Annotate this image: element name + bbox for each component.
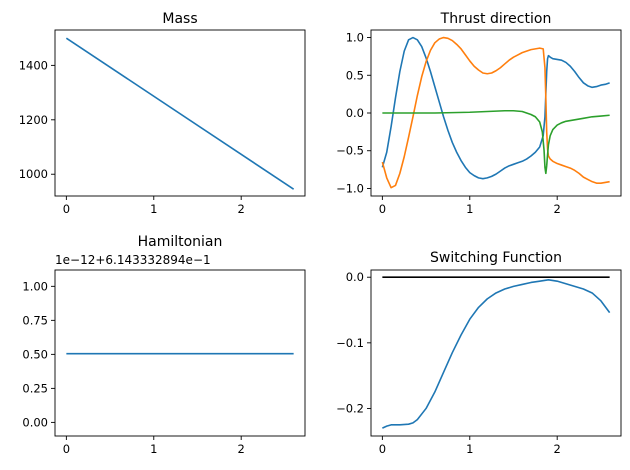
- plot-area: [382, 276, 611, 429]
- axes-frame: [54, 29, 306, 197]
- y-tick-label: 0.5: [346, 68, 364, 82]
- chart-title: Switching Function: [430, 250, 562, 266]
- x-tick-label: 2: [554, 202, 561, 216]
- x-tick-label: 1: [466, 202, 473, 216]
- subplot-switching-function: Switching Function 0 1 2 −0.2 −0.1 0.0: [336, 250, 622, 456]
- chart-title: Hamiltonian: [138, 234, 223, 250]
- x-tick-label: 0: [63, 442, 70, 456]
- x-tick-label: 1: [466, 442, 473, 456]
- y-tick-label: 1200: [19, 113, 48, 127]
- x-tick-label: 0: [379, 442, 386, 456]
- y-tick-label: 1000: [19, 167, 48, 181]
- chart-title: Mass: [162, 11, 197, 27]
- x-tick-label: 1: [150, 442, 157, 456]
- x-tick-label: 2: [238, 202, 245, 216]
- y-tick-label: 1.00: [22, 279, 48, 293]
- y-tick-label: −0.2: [336, 401, 364, 415]
- y-tick-label: 0.75: [22, 313, 48, 327]
- series-line-0: [381, 36, 610, 180]
- plot-area: [65, 37, 295, 190]
- axis-offset-text: 1e−12+6.143332894e−1: [55, 253, 211, 267]
- subplot-hamiltonian: Hamiltonian 1e−12+6.143332894e−1 0 1 2 0.00…: [22, 234, 306, 456]
- x-tick-label: 1: [150, 202, 157, 216]
- subplot-mass: Mass 0 1 2 1000 1200 1400: [19, 11, 306, 216]
- x-tick-label: 2: [554, 442, 561, 456]
- y-tick-label: 1400: [19, 58, 48, 72]
- y-tick-label: −0.5: [336, 144, 364, 158]
- plot-area: [381, 36, 610, 189]
- y-tick-label: 0.50: [22, 347, 48, 361]
- y-tick-label: −1.0: [336, 181, 364, 195]
- series-line-1: [382, 279, 611, 429]
- series-line-0: [65, 37, 295, 190]
- series-line-2: [382, 109, 610, 175]
- axes-frame: [370, 269, 622, 437]
- chart-title: Thrust direction: [440, 11, 552, 27]
- x-tick-label: 0: [379, 202, 386, 216]
- subplot-thrust-direction: Thrust direction 0 1 2 −1.0 −0.5 0.0 0.5 1.0: [336, 11, 622, 216]
- series-line-1: [381, 36, 610, 189]
- axes-frame: [54, 269, 306, 437]
- x-tick-label: 2: [238, 442, 245, 456]
- y-tick-label: −0.1: [336, 336, 364, 350]
- y-tick-label: 0.25: [22, 381, 48, 395]
- y-tick-label: 0.0: [346, 106, 364, 120]
- y-tick-label: 0.0: [346, 270, 364, 284]
- y-tick-label: 1.0: [346, 31, 364, 45]
- y-tick-label: 0.00: [22, 415, 48, 429]
- x-tick-label: 0: [63, 202, 70, 216]
